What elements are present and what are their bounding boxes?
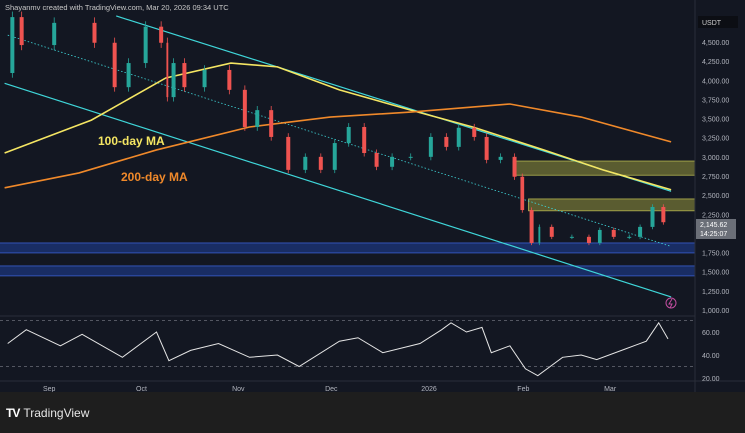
ma200-annotation: 200-day MA: [121, 170, 188, 184]
candle: [456, 127, 461, 147]
candle: [498, 156, 503, 160]
candle: [346, 126, 351, 144]
candle: [112, 42, 117, 88]
candle: [529, 210, 534, 243]
candle: [318, 156, 323, 170]
candle: [182, 63, 187, 88]
rsi-tick-label: 40.00: [702, 353, 720, 360]
candle: [638, 226, 643, 237]
support-zone-2[interactable]: [0, 242, 696, 254]
candle: [255, 110, 260, 127]
tradingview-logo[interactable]: TV TradingView: [6, 406, 89, 420]
resistance-zone-0[interactable]: [512, 160, 696, 176]
candle: [332, 143, 337, 170]
candle: [484, 136, 489, 160]
rsi-line: [7, 321, 669, 377]
footer: TV TradingView: [0, 392, 745, 433]
time-tick-label: Nov: [232, 386, 245, 392]
chart-attribution: Shayanmv created with TradingView.com, M…: [5, 3, 229, 12]
candle: [19, 17, 24, 46]
candle: [586, 236, 591, 243]
candle: [374, 153, 379, 167]
candle: [472, 127, 477, 137]
candle: [269, 110, 274, 137]
time-tick-label: Feb: [517, 386, 529, 392]
channel-lower-line[interactable]: [4, 82, 672, 298]
candle: [661, 206, 666, 223]
candle: [171, 63, 176, 98]
chart-background: [0, 0, 745, 392]
candle: [549, 226, 554, 237]
candle: [52, 22, 57, 46]
price-tick-label: 4,500.00: [702, 40, 729, 47]
time-tick-label: Oct: [136, 386, 147, 392]
price-tick-label: 1,750.00: [702, 251, 729, 258]
candle-countdown: 14:25:07: [700, 231, 727, 238]
price-tick-label: 2,500.00: [702, 193, 729, 200]
candle: [650, 206, 655, 227]
candle: [627, 236, 632, 238]
candle: [10, 17, 15, 74]
time-tick-label: Sep: [43, 386, 56, 392]
candle: [159, 26, 164, 43]
currency-badge: [698, 16, 738, 28]
price-chart[interactable]: 100-day MA 200-day MA USDT 4,500.00 4,250…: [0, 0, 745, 392]
candle: [92, 22, 97, 43]
candle: [408, 156, 413, 158]
candle: [520, 176, 525, 211]
price-tick-label: 4,250.00: [702, 59, 729, 66]
candle: [362, 126, 367, 154]
time-tick-label: Mar: [604, 386, 617, 392]
candle: [611, 229, 616, 237]
candle: [303, 156, 308, 170]
candle: [242, 89, 247, 127]
candle: [428, 136, 433, 157]
tradingview-logo-icon: TV: [6, 406, 20, 420]
candle: [538, 226, 541, 243]
candle: [569, 236, 574, 238]
channel-middle-line[interactable]: [7, 34, 672, 247]
price-tick-label: 3,250.00: [702, 136, 729, 143]
rsi-tick-label: 20.00: [702, 376, 720, 383]
price-tick-label: 1,500.00: [702, 270, 729, 277]
price-tick-label: 1,250.00: [702, 289, 729, 296]
currency-label: USDT: [702, 20, 722, 27]
time-tick-label: 2026: [421, 386, 437, 392]
candle: [512, 156, 517, 177]
ma200-line: [4, 103, 672, 189]
price-tick-label: 3,500.00: [702, 117, 729, 124]
rsi-tick-label: 60.00: [702, 330, 720, 337]
candle: [390, 156, 395, 167]
candle: [202, 69, 207, 88]
ma100-annotation: 100-day MA: [98, 134, 165, 148]
current-price-label: 2,145.62 14:25:07: [696, 219, 736, 239]
ma100-line: [4, 62, 672, 191]
resistance-zone-1[interactable]: [528, 198, 696, 212]
lightning-icon[interactable]: [665, 297, 677, 309]
candle: [126, 63, 131, 88]
price-tick-label: 4,000.00: [702, 78, 729, 85]
brand-name: TradingView: [23, 406, 90, 420]
candle: [286, 136, 291, 170]
candle: [166, 42, 169, 98]
price-tick-label: 3,000.00: [702, 155, 729, 162]
price-tick-label: 1,000.00: [702, 308, 729, 315]
current-price-value: 2,145.62: [700, 222, 727, 229]
price-tick-label: 3,750.00: [702, 97, 729, 104]
candle: [227, 69, 232, 90]
price-tick-label: 2,250.00: [702, 212, 729, 219]
time-tick-label: Dec: [325, 386, 338, 392]
price-tick-label: 2,750.00: [702, 174, 729, 181]
candle: [597, 229, 602, 243]
candle: [444, 136, 449, 147]
candle: [143, 26, 148, 64]
